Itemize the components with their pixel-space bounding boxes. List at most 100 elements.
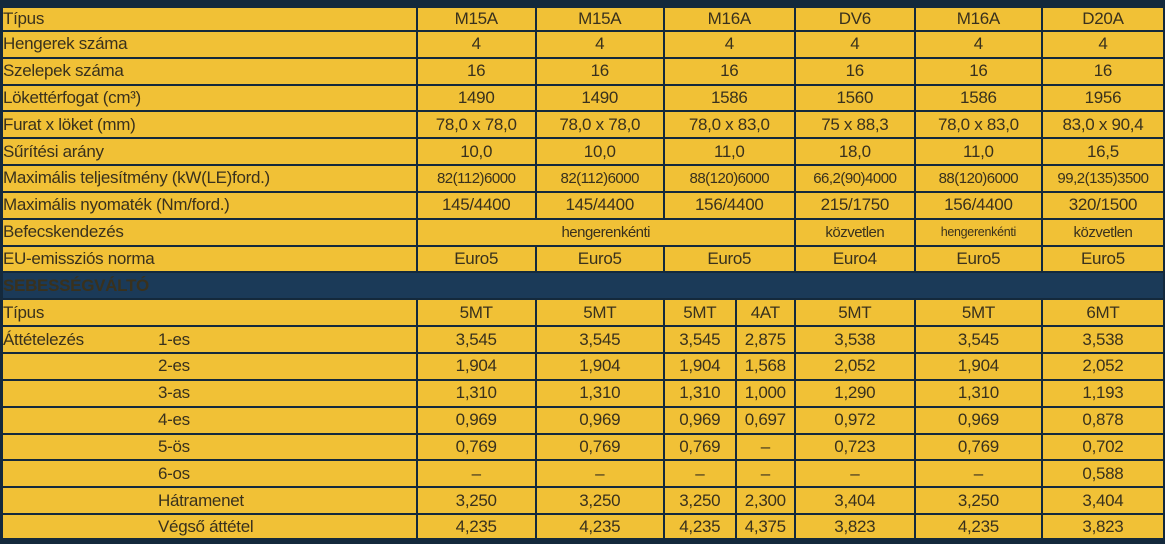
cell-value: 18,0 [793,137,916,167]
cell-value: 6MT [1040,298,1165,328]
cell-value: 4,375 [734,513,796,542]
cell-value: – [662,459,737,489]
table-row: 5-ös 0,769 0,769 0,769–0,723 0,769 0,702 [0,432,1165,462]
table-row: 6-os – – – – – –0,588 [0,459,1165,489]
cell-value: 1,904 [534,351,665,381]
cell-value: 0,969 [534,405,665,435]
row-group-label: Áttételezés [3,329,85,349]
cell-value: 0,769 [534,432,665,462]
gear-label: 3-as [158,383,190,403]
cell-value: 4 [534,29,665,59]
row-label: Lökettérfogat (cm³) [0,83,418,113]
cell-value: 5MT [415,298,537,328]
cell-value: 0,969 [913,405,1043,435]
table-row: Lökettérfogat (cm³) 1490 1490 1586 1560 1586 1… [0,83,1165,113]
spec-table-body: Típus M15A M15A M16A DV6 M16A D20A Hengerek szá… [0,3,1165,542]
cell-value: 1,904 [913,351,1043,381]
table-row: Sűrítési arány 10,0 10,0 11,0 18,0 11,0 16,5 [0,137,1165,167]
cell-value: Euro5 [415,244,537,274]
cell-value: 0,697 [734,405,796,435]
cell-value: 0,878 [1040,405,1165,435]
cell-value: 3,538 [793,325,916,354]
row-label: Sűrítési arány [0,137,418,167]
cell-value: 5MT [534,298,665,328]
cell-value: – [913,459,1043,489]
table-row: Maximális teljesítmény (kW(LE)ford.) 82(1… [0,164,1165,193]
cell-value: 78,0 x 83,0 [913,110,1043,140]
cell-value: 83,0 x 90,4 [1040,110,1165,140]
gear-label: 4-es [158,410,190,430]
cell-value: 1956 [1040,83,1165,113]
cell-value: 11,0 [913,137,1043,167]
cell-value: 0,723 [793,432,916,462]
cell-value: 1,310 [913,378,1043,408]
table-row: EU-emissziós norma Euro5 Euro5 Euro5 Euro4 Eu… [0,244,1165,274]
cell-value: 0,769 [415,432,537,462]
cell-value: 78,0 x 78,0 [415,110,537,140]
table-row: Típus M15A M15A M16A DV6 M16A D20A [0,3,1165,32]
cell-value: közvetlen [793,217,916,247]
cell-value: 3,823 [1040,513,1165,542]
cell-value: Euro4 [793,244,916,274]
cell-value: 1,310 [534,378,665,408]
cell-value: 5MT [793,298,916,328]
cell-value: 3,545 [415,325,537,354]
cell-value: 16 [913,56,1043,86]
cell-value: 0,769 [913,432,1043,462]
cell-value: – [734,432,796,462]
cell-value: 1,310 [415,378,537,408]
cell-value: 0,588 [1040,459,1165,489]
cell-value: hengerenkénti [913,217,1043,247]
cell-value: DV6 [793,3,916,32]
cell-value: 1586 [913,83,1043,113]
cell-value: 0,769 [662,432,737,462]
cell-value: 145/4400 [534,190,665,220]
row-label: EU-emissziós norma [0,244,418,274]
cell-value: 16 [415,56,537,86]
table-row: Befecskendezés hengerenkénti közvetlen heng… [0,217,1165,247]
cell-value: 16,5 [1040,137,1165,167]
row-label: 4-es [0,405,418,435]
table-row: 4-es 0,969 0,969 0,969 0,697 0,972 0,969 0,878 [0,405,1165,435]
cell-value: 78,0 x 83,0 [662,110,796,140]
cell-value: 3,545 [534,325,665,354]
cell-value: 1,310 [662,378,737,408]
table-row: Furat x löket (mm) 78,0 x 78,0 78,0 x 78,0… [0,110,1165,140]
cell-value: 145/4400 [415,190,537,220]
cell-value: 2,052 [1040,351,1165,381]
cell-value: 1490 [415,83,537,113]
cell-value: 4 [662,29,796,59]
cell-value: 4 [1040,29,1165,59]
cell-value: 66,2(90)4000 [793,164,916,193]
cell-value: 3,250 [415,486,537,516]
cell-value: 75 x 88,3 [793,110,916,140]
cell-value: 4,235 [662,513,737,542]
row-label: Hátramenet [0,486,418,516]
cell-value: 99,2(135)3500 [1040,164,1165,193]
table-row: SEBESSÉGVÁLTÓ [0,271,1165,301]
cell-value: 16 [793,56,916,86]
cell-value: 0,972 [793,405,916,435]
cell-value: 3,823 [793,513,916,542]
cell-value: 3,404 [1040,486,1165,516]
cell-value: 1,904 [415,351,537,381]
cell-value: 1,000 [734,378,796,408]
cell-value: M16A [662,3,796,32]
table-row: Hátramenet 3,250 3,250 3,250 2,300 3,404 3,250… [0,486,1165,516]
cell-value: Euro5 [534,244,665,274]
cell-value: 1490 [534,83,665,113]
row-label: 3-as [0,378,418,408]
cell-value: 88(120)6000 [913,164,1043,193]
table-row: Hengerek száma 4 4 4 4 4 4 [0,29,1165,59]
gear-label: 5-ös [158,436,190,456]
cell-value: 1,904 [662,351,737,381]
cell-value: 3,250 [662,486,737,516]
cell-value: 3,404 [793,486,916,516]
row-label: 6-os [0,459,418,489]
cell-value: 4,235 [415,513,537,542]
cell-value: 3,250 [913,486,1043,516]
cell-value: 156/4400 [913,190,1043,220]
cell-value: 1560 [793,83,916,113]
cell-value: 82(112)6000 [415,164,537,193]
cell-value: 82(112)6000 [534,164,665,193]
